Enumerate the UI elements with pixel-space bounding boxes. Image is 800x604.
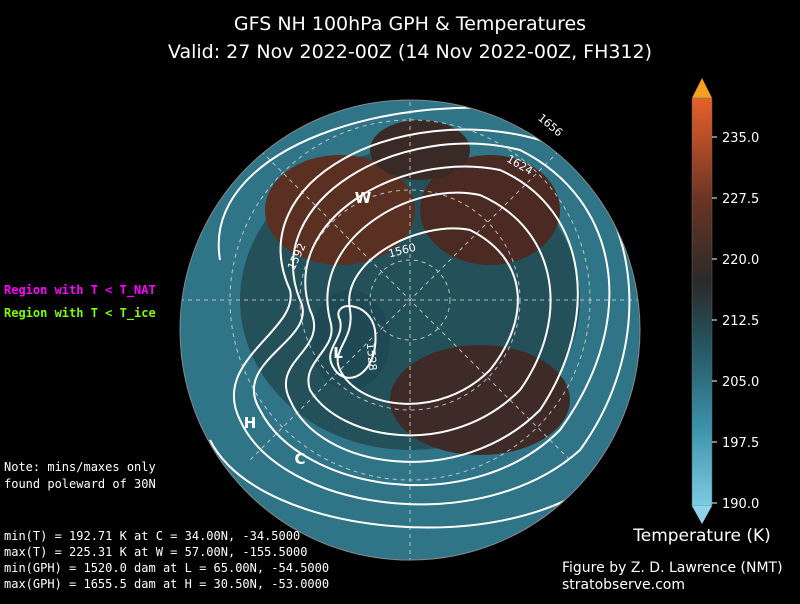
colorbar-tick-label: 190.0 [722,497,759,512]
colorbar-tick-label: 227.5 [722,192,759,207]
map-border [179,99,641,561]
colorbar: 190.0 197.5 205.0 212.5 220.0 227.5 235.0 [691,78,759,524]
marker: W [355,189,372,207]
colorbar-tick-label: 212.5 [722,314,759,329]
title: GFS NH 100hPa GPH & Temperatures [234,13,586,35]
stat: min(T) = 192.71 K at C = 34.00N, -34.500… [4,529,300,543]
legend-nat: Region with T < T_NAT [4,283,156,298]
colorbar-tick-label: 197.5 [722,436,759,451]
marker: C [294,450,305,468]
marker: L [333,344,343,362]
map-markers: W L H C [244,189,372,468]
contour-label: 1528 [364,342,379,371]
colorbar-tick-label: 220.0 [722,253,759,268]
note: Note: mins/maxes only [4,460,156,474]
credit: Figure by Z. D. Lawrence (NMT) [562,560,783,576]
colorbar-tick-label: 235.0 [722,131,759,146]
stat: max(GPH) = 1655.5 dam at H = 30.50N, -53… [4,577,329,591]
stat: min(GPH) = 1520.0 dam at L = 65.00N, -54… [4,561,329,575]
colorbar-label: Temperature (K) [632,526,771,546]
contour-labels: 1656 1624 1592 1560 1528 [285,111,565,371]
subtitle: Valid: 27 Nov 2022-00Z (14 Nov 2022-00Z,… [168,41,652,63]
legend-ice: Region with T < T_ice [4,306,156,321]
stat: max(T) = 225.31 K at W = 57.00N, -155.50… [4,545,307,559]
colorbar-tick-label: 205.0 [722,375,759,390]
note: found poleward of 30N [4,477,156,491]
credit: stratobserve.com [562,577,685,593]
marker: H [244,414,257,432]
map [180,100,640,560]
